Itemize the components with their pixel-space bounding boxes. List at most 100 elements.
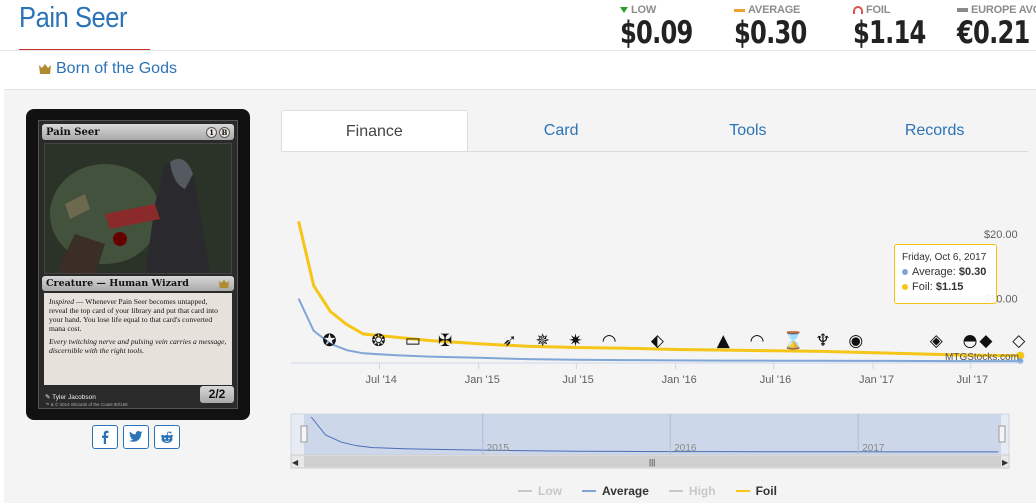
set-release-icon: ◆ (979, 331, 993, 351)
x-tick-label: Jul '17 (957, 374, 988, 386)
price-low-label: LOW (631, 4, 657, 16)
tooltip-foil-row: Foil: $1.15 (902, 280, 989, 295)
legend-foil-swatch (735, 490, 750, 492)
set-release-icon: ◓ (963, 331, 978, 351)
set-release-icon: ▭ (405, 331, 421, 351)
set-release-icon: ✷ (568, 331, 582, 351)
price-foil: FOIL $1.14 (853, 4, 946, 50)
card-rules-text: — Whenever Pain Seer becomes untapped, r… (49, 297, 218, 333)
card-copyright: ™ & © 2014 Wizards of the Coast 80/165 (45, 402, 128, 407)
down-arrow-icon (620, 7, 628, 13)
card-rules: Inspired — Whenever Pain Seer becomes un… (49, 297, 227, 333)
chart-tooltip: Friday, Oct 6, 2017 Average: $0.30 Foil:… (894, 244, 997, 304)
set-name: Born of the Gods (56, 60, 177, 77)
navigator-right-handle[interactable] (998, 425, 1006, 443)
tab-bar: Finance Card Tools Records (281, 110, 1028, 152)
chart-legend: Low Average High Foil (518, 484, 777, 498)
scroll-left-arrow-icon[interactable]: ◀ (292, 458, 299, 467)
tab-card[interactable]: Card (543, 122, 579, 139)
set-symbol-icon (219, 279, 229, 288)
reddit-share-button[interactable] (154, 425, 180, 449)
reddit-icon (161, 431, 173, 443)
navigator-year-label: 2015 (487, 443, 510, 454)
scrollbar-grip-icon[interactable]: ||| (649, 458, 655, 467)
navigator-year-label: 2017 (862, 443, 885, 454)
card-mana-cost: 1 B (206, 126, 230, 138)
scroll-right-arrow-icon[interactable]: ▶ (1002, 458, 1009, 467)
price-europe-label: EUROPE AVG (971, 4, 1036, 16)
x-tick-label: Jul '16 (760, 374, 791, 386)
page-title: Pain Seer (19, 2, 128, 34)
tooltip-foil-value: $1.15 (935, 281, 964, 293)
price-europe-value: €0.21 (957, 15, 1030, 51)
legend-foil-label: Foil (755, 484, 777, 498)
legend-high[interactable]: High (668, 484, 716, 498)
set-link[interactable]: Born of the Gods (38, 60, 177, 78)
card-power-toughness: 2/2 (200, 386, 234, 403)
set-release-icon: ⬖ (651, 331, 665, 351)
navigator-left-handle[interactable] (300, 425, 308, 443)
price-average: AVERAGE $0.30 (734, 4, 827, 50)
legend-low-label: Low (538, 484, 562, 498)
facebook-share-button[interactable] (92, 425, 118, 449)
x-tick-label: Jan '15 (465, 374, 500, 386)
x-tick-label: Jul '14 (365, 374, 396, 386)
card-text-box: Inspired — Whenever Pain Seer becomes un… (44, 293, 232, 385)
set-release-icon: ✠ (438, 331, 452, 351)
mana-generic-icon: 1 (206, 126, 217, 138)
facebook-icon (102, 430, 109, 444)
price-foil-value: $1.14 (853, 15, 926, 51)
foil-dot-icon (902, 284, 908, 291)
average-dot-icon (902, 269, 908, 276)
set-release-icon: ✪ (322, 331, 336, 351)
set-release-icon: ➶ (503, 331, 517, 351)
tab-tools[interactable]: Tools (729, 122, 767, 139)
twitter-share-button[interactable] (123, 425, 149, 449)
tooltip-date: Friday, Oct 6, 2017 (902, 252, 987, 263)
card-artist-name: Tyler Jacobson (52, 394, 96, 401)
card-artist: ✎ Tyler Jacobson (45, 394, 96, 401)
card-type-bar: Creature — Human Wizard (42, 276, 234, 291)
set-release-icon: ❂ (371, 331, 385, 351)
navigator-selection[interactable] (304, 414, 1001, 455)
twitter-icon (129, 431, 143, 442)
card-inner: Pain Seer 1 B Creature — Human Wizard (38, 120, 238, 409)
tab-finance[interactable]: Finance (281, 110, 468, 152)
card-name: Pain Seer (46, 126, 100, 138)
tooltip-foil-label: Foil: (912, 281, 933, 293)
legend-average[interactable]: Average (582, 484, 649, 498)
set-release-icon: ♆ (815, 331, 830, 351)
x-tick-label: Jan '17 (859, 374, 894, 386)
set-release-icon: ◠ (602, 331, 617, 351)
price-chart[interactable]: $20.00 $10.00 ✪ ❂ ▭ ✠ ➶ ✵ ✷ ◠ ⬖ ▲ ◠ ⌛ ♆ ◉ ◈ ◓ ◆ ◇ Jul '14 J… (281, 152, 1036, 503)
social-share-buttons (92, 425, 180, 449)
card-artwork-illustration (45, 144, 231, 273)
card-name-bar: Pain Seer 1 B (42, 124, 234, 140)
tab-records[interactable]: Records (904, 122, 965, 139)
card-flavor-text: Every twitching nerve and pulsing vein c… (49, 337, 227, 355)
legend-foil[interactable]: Foil (735, 484, 777, 498)
set-release-icon: ✵ (535, 331, 549, 351)
series-point-foil (1016, 351, 1025, 360)
legend-low[interactable]: Low (518, 484, 562, 498)
header-divider (0, 50, 1036, 51)
mana-black-icon: B (219, 126, 230, 138)
card-type-line: Creature — Human Wizard (46, 278, 189, 289)
card-rules-keyword: Inspired (49, 297, 75, 306)
europe-icon (957, 8, 968, 12)
set-release-icon: ◉ (848, 331, 863, 351)
legend-high-label: High (688, 484, 716, 498)
y-tick-label: $20.00 (984, 229, 1018, 241)
set-release-icon: ▲ (717, 331, 731, 351)
chart-watermark: MTGStocks.com (945, 352, 1019, 363)
set-release-icon: ◈ (930, 331, 944, 351)
x-tick-label: Jan '16 (662, 374, 697, 386)
series-line-foil (297, 220, 1021, 358)
scrollbar-thumb[interactable] (304, 456, 1001, 467)
dash-icon (734, 8, 745, 12)
legend-high-swatch (668, 490, 683, 492)
x-tick-label: Jul '15 (562, 374, 593, 386)
card-image: Pain Seer 1 B Creature — Human Wizard (26, 109, 250, 420)
price-chart-svg: $20.00$10.00 ✪ ❂ ▭ ✠ ➶ ✵ ✷ ◠ ⬖ ▲ ◠ ⌛ ♆ ◉ ◈ ◓ ◆ ◇ Jul '14 J… (290, 220, 1026, 469)
price-average-value: $0.30 (734, 15, 807, 51)
